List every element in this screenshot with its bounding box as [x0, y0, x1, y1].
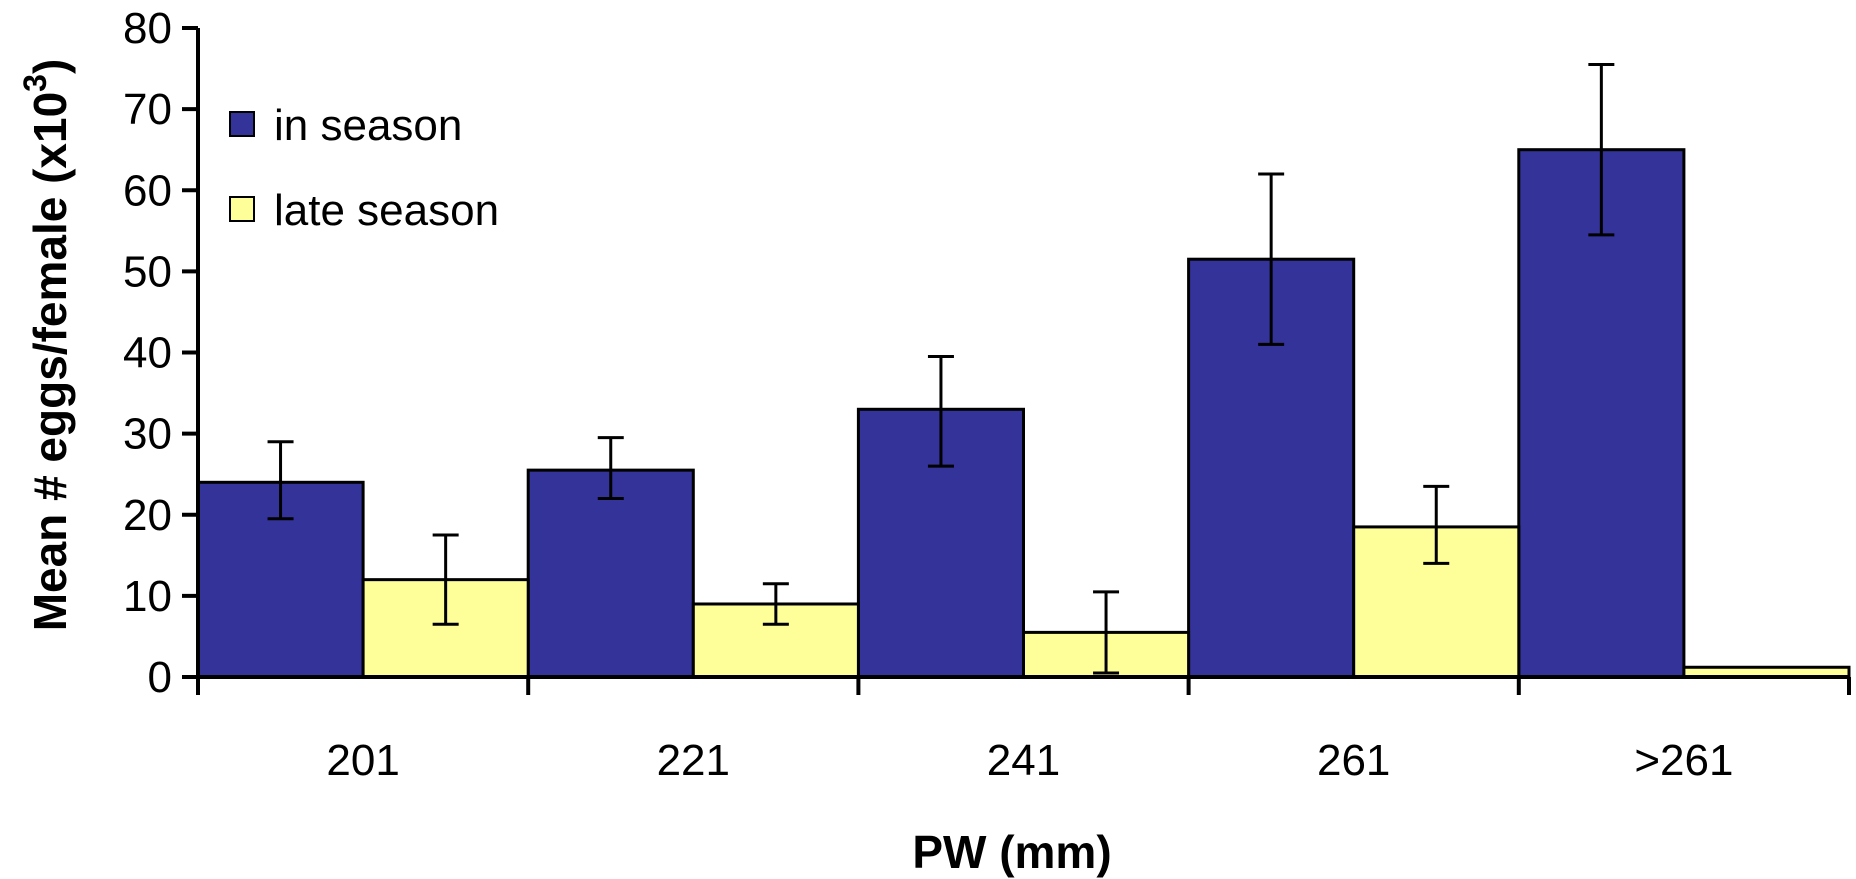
y-tick-labels: 0 10 20 30 40 50 60 70 80 — [123, 4, 172, 702]
y-axis-title-superscript: 3 — [17, 74, 53, 92]
y-tick-label: 60 — [123, 166, 172, 215]
x-axis-title: PW (mm) — [912, 826, 1111, 878]
y-tick-label: 40 — [123, 329, 172, 378]
axes-layer — [182, 26, 1851, 695]
y-tick-label: 70 — [123, 85, 172, 134]
y-tick-label: 80 — [123, 4, 172, 53]
bar-in-season-5 — [1517, 148, 1686, 679]
legend-swatch-in-season — [229, 111, 255, 137]
legend-label-in-season: in season — [274, 101, 462, 150]
x-tick-labels: 201 221 241 261 >261 — [326, 736, 1733, 785]
y-axis-title: Mean # eggs/female (x103) — [17, 59, 76, 632]
x-tick-label: 261 — [1317, 736, 1390, 785]
legend: in season late season — [229, 101, 499, 235]
y-tick-label: 30 — [123, 410, 172, 459]
x-tick-label: 201 — [326, 736, 399, 785]
x-tick-label: 241 — [987, 736, 1060, 785]
y-tick-label: 10 — [123, 572, 172, 621]
y-tick-label: 20 — [123, 491, 172, 540]
legend-swatch-late-season — [229, 196, 255, 222]
x-tick-label: >261 — [1634, 736, 1733, 785]
bar-in-season-2 — [526, 468, 695, 679]
y-axis-title-close: ) — [24, 59, 76, 74]
error-bars-layer — [267, 63, 1615, 675]
legend-label-late-season: late season — [274, 186, 499, 235]
y-tick-label: 50 — [123, 247, 172, 296]
y-axis-title-main: Mean # eggs/female (x10 — [24, 92, 76, 631]
y-tick-label: 0 — [148, 653, 172, 702]
x-tick-label: 221 — [657, 736, 730, 785]
